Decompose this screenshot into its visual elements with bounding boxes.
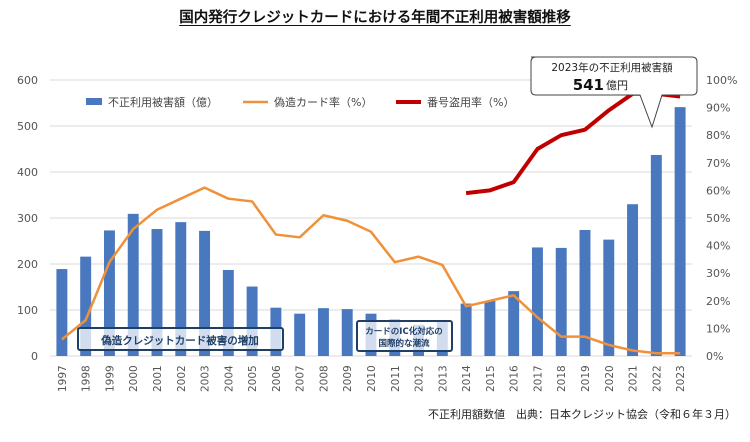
left-tick-label: 200 — [17, 258, 38, 271]
x-tick-label: 2014 — [461, 365, 473, 392]
bar-2019 — [579, 229, 591, 356]
bar-2005 — [246, 286, 258, 356]
left-tick-label: 300 — [17, 212, 38, 225]
x-tick-label: 2008 — [318, 365, 330, 392]
x-tick-label: 2011 — [390, 365, 402, 392]
annotation-ic-line1: カードのIC化対応の — [365, 326, 442, 337]
legend-swatch-bars — [86, 98, 102, 105]
callout-unit: 億円 — [606, 79, 628, 92]
right-tick-label: 50% — [706, 212, 730, 225]
x-tick-label: 2023 — [675, 365, 687, 392]
right-tick-label: 70% — [706, 157, 730, 170]
note-line2: 被害の増加 — [570, 186, 615, 198]
x-tick-label: 2002 — [176, 365, 188, 392]
bar-2007 — [294, 313, 306, 356]
bar-2016 — [508, 291, 520, 356]
x-tick-label: 2015 — [485, 365, 497, 392]
x-tick-label: 2005 — [247, 365, 259, 392]
right-tick-label: 40% — [706, 240, 730, 253]
x-tick-label: 2017 — [532, 365, 544, 392]
right-tick-label: 30% — [706, 267, 730, 280]
right-tick-label: 100% — [706, 74, 737, 87]
x-tick-label: 2007 — [295, 365, 307, 392]
left-tick-label: 0 — [31, 350, 38, 363]
annotation-ic-line2: 国際的な潮流 — [378, 338, 430, 349]
bar-1997 — [56, 269, 68, 356]
x-tick-label: 2001 — [152, 365, 164, 392]
bar-2018 — [555, 247, 567, 356]
x-tick-label: 2013 — [437, 365, 449, 392]
right-tick-label: 20% — [706, 295, 730, 308]
bar-2023 — [674, 107, 686, 356]
x-tick-label: 2006 — [271, 365, 283, 392]
bar-1998 — [80, 256, 92, 356]
source-note: 不正利用額数値 出典：日本クレジット協会（令和６年３月） — [428, 407, 736, 421]
legend-label-forgery: 偽造カード率（%） — [274, 95, 372, 109]
x-tick-label: 2016 — [509, 365, 521, 392]
left-tick-label: 500 — [17, 120, 38, 133]
bar-2014 — [460, 303, 472, 356]
bar-2017 — [531, 247, 543, 356]
bar-2020 — [603, 239, 615, 356]
annotation-forgery-increase: 偽造クレジットカード被害の増加 — [77, 327, 284, 351]
bar-2015 — [484, 300, 496, 356]
x-tick-label: 2012 — [414, 365, 426, 392]
left-tick-label: 600 — [17, 74, 38, 87]
left-tick-label: 100 — [17, 304, 38, 317]
bar-1999 — [103, 230, 115, 356]
annotation-forgery-text: 偽造クレジットカード被害の増加 — [100, 334, 259, 347]
x-tick-label: 2003 — [200, 365, 212, 392]
left-tick-label: 400 — [17, 166, 38, 179]
right-tick-label: 90% — [706, 102, 730, 115]
x-tick-label: 2004 — [223, 365, 235, 392]
right-tick-label: 80% — [706, 129, 730, 142]
annotation-theft-note: 番号盗用による 被害の増加 — [561, 173, 625, 198]
legend-label-bars: 不正利用被害額（億） — [108, 95, 218, 109]
right-axis-ticks: 0% 10% 20% 30% 40% 50% 60% 70% 80% 90% 100% — [706, 74, 737, 363]
x-tick-label: 2010 — [366, 365, 378, 392]
bar-2022 — [650, 154, 662, 356]
x-tick-label: 2020 — [604, 365, 616, 392]
bar-2009 — [341, 309, 353, 356]
callout-value: 541 — [573, 76, 604, 94]
x-axis-ticks: 1997 1998 1999 2000 2001 2002 2003 2004 2005 2006… — [57, 365, 687, 392]
legend-label-theft: 番号盗用率（%） — [427, 95, 514, 109]
x-tick-label: 2009 — [342, 365, 354, 392]
bar-2021 — [627, 204, 639, 356]
right-tick-label: 10% — [706, 322, 730, 335]
legend: 不正利用被害額（億） 偽造カード率（%） 番号盗用率（%） — [86, 95, 514, 109]
callout-2023: 2023年の不正利用被害額 541 億円 — [530, 56, 698, 129]
x-tick-label: 1999 — [104, 365, 116, 392]
right-tick-label: 0% — [706, 350, 723, 363]
x-tick-label: 2000 — [128, 365, 140, 392]
callout-label: 2023年の不正利用被害額 — [551, 61, 673, 74]
x-tick-label: 1998 — [81, 365, 93, 392]
bar-2003 — [199, 230, 211, 356]
left-axis-ticks: 0 100 200 300 400 500 600 — [17, 74, 38, 363]
bar-2008 — [317, 308, 329, 356]
x-tick-label: 1997 — [57, 365, 69, 392]
x-tick-label: 2021 — [628, 365, 640, 392]
note-line1: 番号盗用による — [561, 173, 625, 185]
bar-2004 — [222, 269, 234, 356]
annotation-ic-trend: カードのIC化対応の 国際的な潮流 — [356, 320, 453, 352]
bar-2000 — [127, 213, 139, 356]
x-tick-label: 2022 — [651, 365, 663, 392]
x-tick-label: 2019 — [580, 365, 592, 392]
x-tick-label: 2018 — [556, 365, 568, 392]
chart-title: 国内発行クレジットカードにおける年間不正利用被害額推移 — [179, 10, 571, 26]
right-tick-label: 60% — [706, 184, 730, 197]
bar-2002 — [175, 222, 187, 356]
bar-2001 — [151, 229, 163, 356]
